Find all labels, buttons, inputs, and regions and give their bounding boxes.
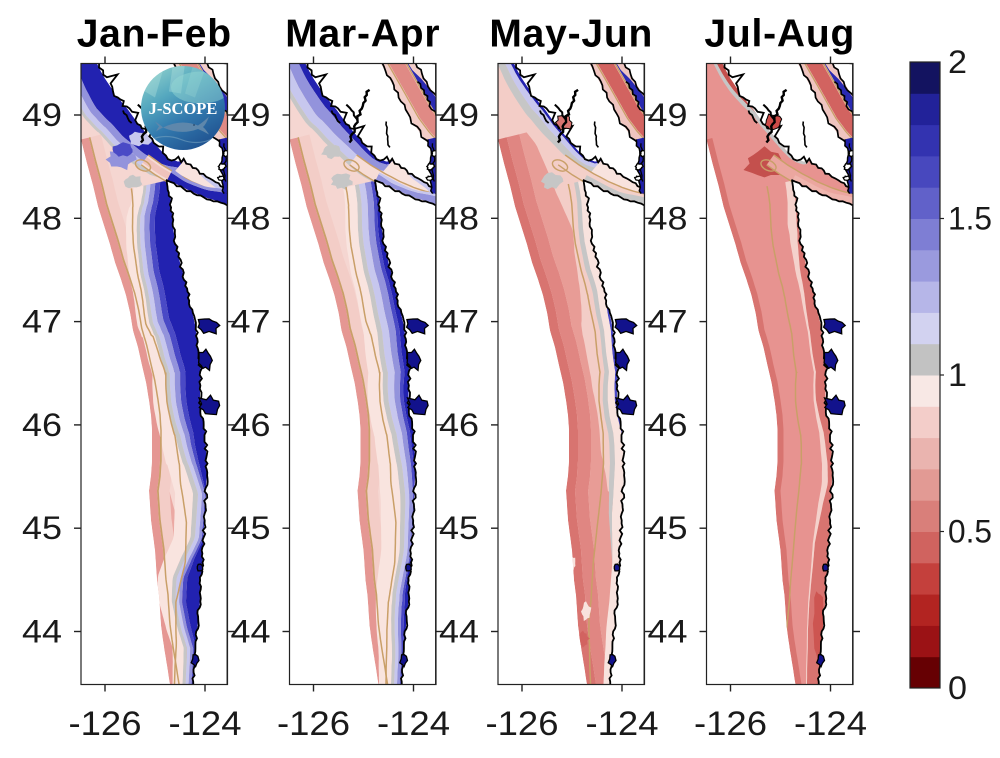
svg-text:46: 46 <box>231 407 271 443</box>
svg-text:48: 48 <box>22 200 62 236</box>
svg-text:49: 49 <box>231 97 271 133</box>
svg-text:46: 46 <box>439 407 479 443</box>
svg-text:47: 47 <box>439 304 479 340</box>
svg-text:49: 49 <box>439 97 479 133</box>
svg-text:44: 44 <box>22 614 62 650</box>
svg-text:49: 49 <box>648 97 688 133</box>
svg-text:-124: -124 <box>377 705 450 743</box>
svg-text:-126: -126 <box>486 705 559 743</box>
svg-text:-126: -126 <box>694 705 767 743</box>
svg-text:47: 47 <box>231 304 271 340</box>
svg-text:46: 46 <box>648 407 688 443</box>
svg-text:0.5: 0.5 <box>948 514 992 550</box>
svg-text:44: 44 <box>439 614 479 650</box>
svg-text:Jul-Aug: Jul-Aug <box>704 13 855 56</box>
svg-text:48: 48 <box>439 200 479 236</box>
svg-text:49: 49 <box>22 97 62 133</box>
svg-text:44: 44 <box>231 614 271 650</box>
svg-text:45: 45 <box>439 510 479 546</box>
svg-text:J-SCOPE: J-SCOPE <box>149 99 218 118</box>
svg-text:2: 2 <box>948 44 967 80</box>
svg-text:-126: -126 <box>277 705 350 743</box>
svg-text:1: 1 <box>948 357 967 393</box>
svg-text:-126: -126 <box>69 705 142 743</box>
svg-text:47: 47 <box>648 304 688 340</box>
svg-text:45: 45 <box>648 510 688 546</box>
svg-text:45: 45 <box>22 510 62 546</box>
svg-text:47: 47 <box>22 304 62 340</box>
svg-text:48: 48 <box>231 200 271 236</box>
svg-text:-124: -124 <box>794 705 867 743</box>
svg-text:Mar-Apr: Mar-Apr <box>285 13 440 56</box>
svg-text:1.5: 1.5 <box>948 201 992 237</box>
svg-text:48: 48 <box>648 200 688 236</box>
svg-text:45: 45 <box>231 510 271 546</box>
svg-text:-124: -124 <box>169 705 242 743</box>
svg-text:-124: -124 <box>586 705 659 743</box>
svg-text:Jan-Feb: Jan-Feb <box>77 13 232 56</box>
svg-text:May-Jun: May-Jun <box>489 13 653 56</box>
svg-text:46: 46 <box>22 407 62 443</box>
svg-text:0: 0 <box>948 670 967 706</box>
svg-text:44: 44 <box>648 614 688 650</box>
